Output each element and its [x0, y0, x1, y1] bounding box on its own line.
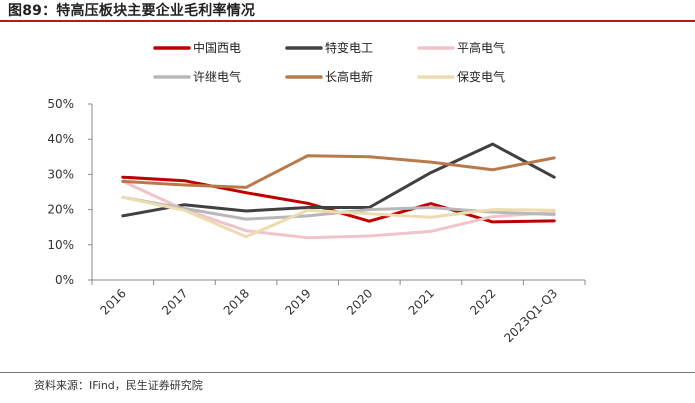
legend-label: 特变电工	[325, 40, 373, 55]
series-line-5	[121, 195, 556, 239]
y-tick-label: 40%	[47, 132, 74, 146]
title-rule	[0, 20, 695, 22]
series-line-1	[121, 142, 556, 218]
x-axis: 2016 2017 2018 2019 2020 2021 2022 2023Q1-Q3	[91, 279, 586, 345]
legend-item-0: 中国西电	[153, 40, 241, 55]
legend-label: 许继电气	[193, 69, 241, 84]
x-tick-label: 2020	[344, 286, 375, 317]
x-tick-label: 2023Q1-Q3	[501, 286, 560, 345]
legend-item-4: 长高电新	[285, 69, 373, 84]
x-tick-label: 2018	[221, 286, 252, 317]
legend-label: 平高电气	[457, 40, 505, 55]
y-tick-label: 30%	[47, 167, 74, 181]
x-tick-label: 2016	[97, 286, 128, 317]
x-tick-label: 2022	[467, 286, 498, 317]
legend-label: 中国西电	[193, 40, 241, 55]
legend-label: 保变电气	[457, 69, 505, 84]
legend-item-3: 许继电气	[153, 69, 241, 84]
legend-label: 长高电新	[325, 69, 373, 84]
x-tick-label: 2021	[406, 286, 437, 317]
y-tick-label: 10%	[47, 238, 74, 252]
y-tick-label: 50%	[47, 97, 74, 111]
legend-item-1: 特变电工	[285, 40, 373, 55]
series-layer	[121, 142, 556, 240]
source-note: 资料来源：IFind，民生证券研究院	[34, 379, 203, 392]
legend-item-2: 平高电气	[417, 40, 505, 55]
y-tick-label: 20%	[47, 203, 74, 217]
y-tick-label: 0%	[55, 273, 74, 287]
y-axis: 0% 10% 20% 30% 40% 50%	[47, 97, 93, 287]
figure-title: 图89：特高压板块主要企业毛利率情况	[8, 3, 256, 19]
series-line-4	[121, 154, 556, 189]
legend-item-5: 保变电气	[417, 69, 505, 84]
x-tick-label: 2017	[159, 286, 190, 317]
source-rule	[0, 372, 695, 373]
x-tick-label: 2019	[282, 286, 313, 317]
